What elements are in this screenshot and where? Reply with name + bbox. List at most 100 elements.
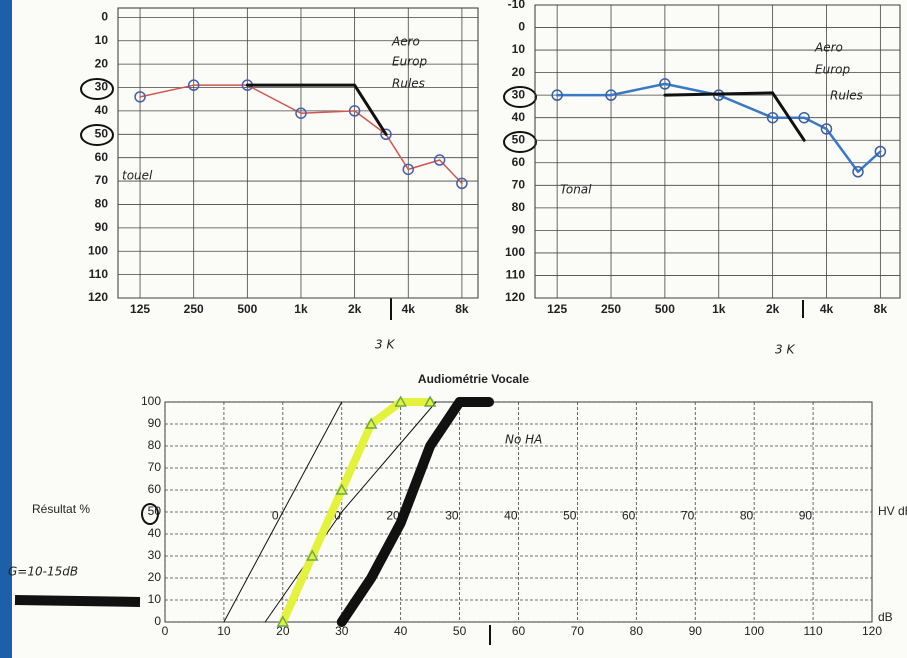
x2-tick-label: 50: [563, 509, 577, 523]
y-tick-label: 80: [512, 200, 526, 214]
y-tick-label: 50: [95, 126, 109, 140]
y-tick-label: 40: [148, 526, 162, 540]
point: [766, 111, 779, 124]
x2-axis-label: HV dB: [878, 504, 907, 518]
x-tick-label: 40: [394, 624, 408, 638]
y-tick-label: 0: [154, 614, 161, 628]
x-tick-label: 125: [547, 302, 567, 316]
x-tick-label: 250: [184, 302, 204, 316]
x-tick-label: 0: [162, 624, 169, 638]
point: [380, 128, 392, 141]
x-tick-label: 110: [804, 624, 823, 638]
series-line: [336, 397, 495, 627]
x-tick-label: 1k: [712, 302, 726, 316]
circle-mark: [503, 86, 537, 108]
point: [364, 417, 378, 429]
annotation: 3 K: [775, 343, 795, 357]
chart-title: Audiométrie Vocale: [418, 372, 529, 386]
point: [187, 79, 200, 91]
x-tick-label: 125: [130, 302, 150, 316]
x-tick-label: 500: [655, 302, 675, 316]
point: [551, 89, 563, 101]
x-tick-label: 1k: [294, 302, 308, 316]
point: [306, 549, 319, 561]
y-tick-label: 10: [148, 592, 162, 606]
y-tick-label: -10: [508, 0, 526, 11]
y-tick-label: 110: [89, 267, 109, 281]
x-tick-label: 100: [744, 624, 764, 638]
x-tick-label: 20: [276, 624, 290, 638]
y-tick-label: 30: [95, 80, 109, 94]
y-tick-label: 10: [512, 42, 526, 56]
x-tick-label: 8k: [455, 302, 469, 316]
y-tick-label: 10: [95, 33, 109, 47]
annotation: Rules: [830, 89, 863, 103]
y-tick-label: 30: [148, 548, 162, 562]
x-tick-label: 90: [689, 624, 703, 638]
x-tick-label: 4k: [820, 302, 834, 316]
x-tick-label: 8k: [874, 302, 888, 316]
y-tick-label: 120: [505, 290, 525, 304]
annotation: Tonal: [560, 183, 592, 197]
x2-tick-label: 40: [504, 509, 518, 523]
point: [335, 483, 349, 495]
x-tick-label: 10: [217, 624, 231, 638]
x2-tick-label: 70: [681, 509, 695, 523]
circle-mark: [80, 78, 114, 100]
y-tick-label: 20: [148, 570, 162, 584]
y-tick-label: 60: [512, 155, 526, 169]
x-tick-label: 4k: [402, 302, 416, 316]
y-tick-label: 0: [518, 20, 525, 34]
point: [134, 91, 146, 103]
y-tick-label: 90: [148, 416, 162, 430]
annotation: touel: [122, 169, 153, 183]
point: [394, 395, 407, 407]
x-tick-label: 80: [630, 624, 644, 638]
series-line: [139, 84, 463, 185]
y-tick-label: 70: [512, 177, 526, 191]
point: [798, 111, 810, 124]
y-tick-label: 100: [88, 243, 108, 257]
y-tick-label: 60: [95, 150, 109, 164]
y-tick-label: 20: [95, 56, 109, 70]
annotation: 3 K: [375, 338, 395, 352]
series-line: [223, 401, 343, 623]
x-tick-label: 70: [571, 624, 585, 638]
y-tick-label: 100: [141, 394, 161, 408]
annotation: G=10-15dB: [8, 565, 78, 579]
x2-tick-label: 90: [799, 509, 813, 523]
point: [605, 89, 617, 101]
y-tick-label: 70: [148, 460, 162, 474]
y-tick-label: 30: [512, 87, 526, 101]
annotation: Rules: [392, 77, 425, 91]
x-tick-label: 500: [237, 302, 257, 316]
point: [276, 615, 290, 627]
y-tick-label: 90: [512, 223, 526, 237]
y-tick-label: 50: [512, 132, 526, 146]
y-tick-label: 20: [512, 65, 526, 79]
x-tick-label: 120: [862, 624, 882, 638]
annotation: No HA: [505, 433, 542, 447]
y-tick-label: 0: [101, 10, 108, 24]
x-tick-label: 2k: [766, 302, 780, 316]
point: [423, 395, 437, 407]
circle-mark: [80, 124, 114, 146]
x2-tick-label: 60: [622, 509, 636, 523]
point: [852, 166, 864, 178]
y-tick-label: 70: [95, 173, 109, 187]
y-tick-label: 80: [148, 438, 162, 452]
x-tick-label: 2k: [348, 302, 362, 316]
x-tick-label: 50: [453, 624, 467, 638]
point: [295, 107, 307, 119]
y-tick-label: 80: [95, 197, 109, 211]
point: [402, 163, 415, 176]
annotation: Europ: [815, 63, 850, 77]
annotation: Aero: [391, 35, 420, 49]
series-line: [555, 82, 882, 174]
point: [348, 105, 361, 117]
x-tick-label: 30: [335, 624, 349, 638]
x-tick-label: 250: [601, 302, 621, 316]
x2-tick-label: 80: [740, 509, 754, 523]
y-tick-label: 120: [88, 290, 108, 304]
